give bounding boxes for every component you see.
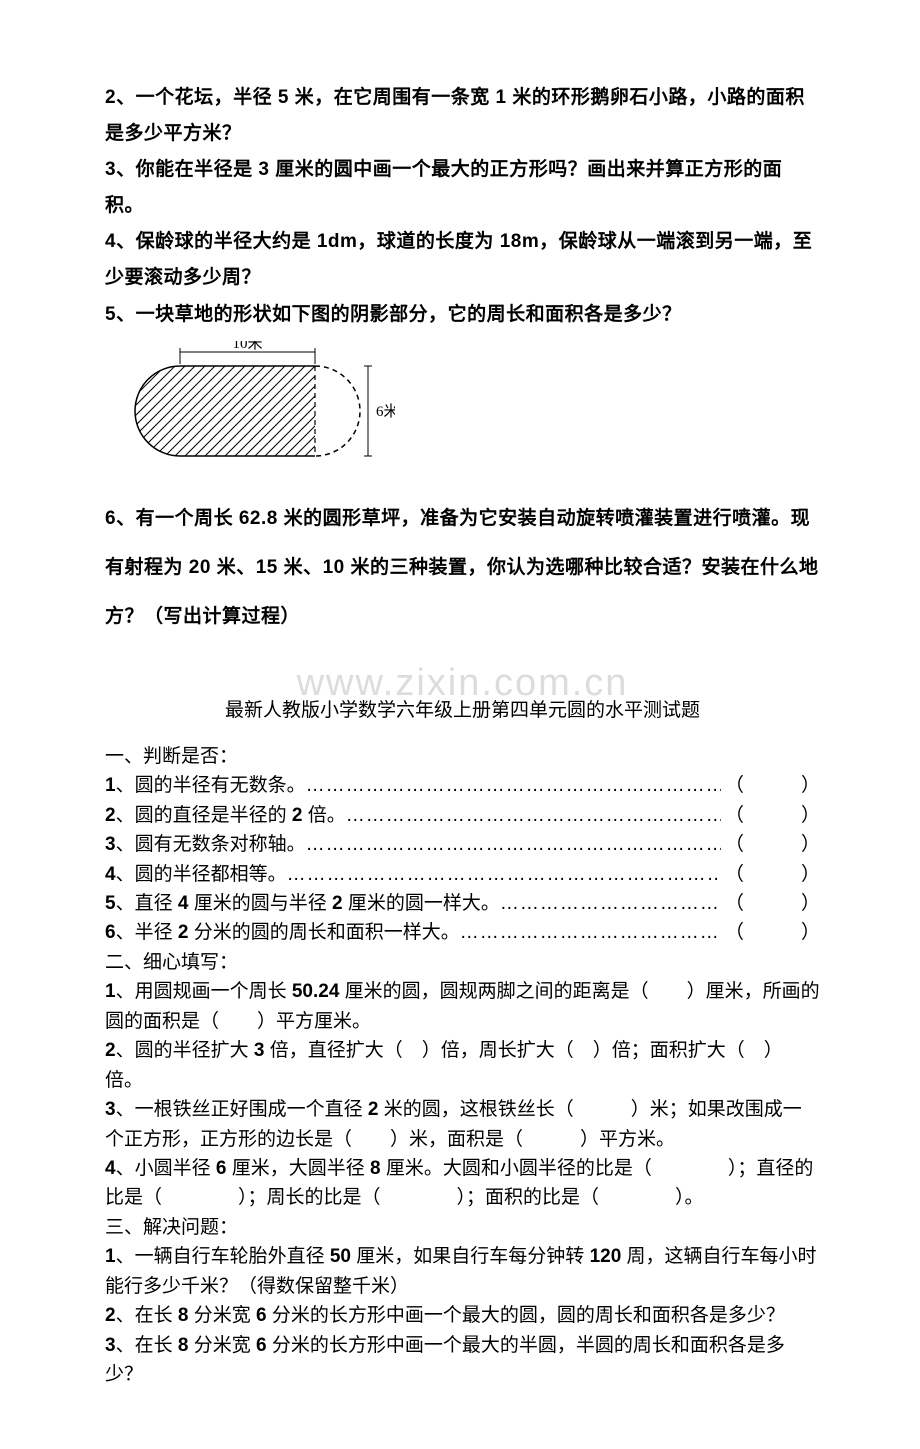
question-4: 4、保龄球的半径大约是 1dm，球道的长度为 18m，保龄球从一端滚到另一端，至… [105,224,820,296]
svg-text:10米: 10米 [232,341,262,352]
fill-4: 4、小圆半径 6 厘米，大圆半径 8 厘米。大圆和小圆半径的比是（ ）；直径的比… [105,1154,820,1213]
watermark-text: www.zixin.com.cn [105,662,820,705]
judge-item: 3、圆有无数条对称轴。………………………………………………………（ ） [105,830,820,859]
judge-item: 6、半径 2 分米的圆的周长和面积一样大。……………………………………（ ） [105,918,820,947]
fill-1: 1、用圆规画一个周长 50.24 厘米的圆，圆规两脚之间的距离是（ ）厘米，所画… [105,977,820,1036]
section-2-header: 二、细心填写： [105,948,820,977]
question-3: 3、你能在半径是 3 厘米的圆中画一个最大的正方形吗？画出来并算正方形的面积。 [105,152,820,224]
question-6: 6、有一个周长 62.8 米的圆形草坪，准备为它安装自动旋转喷灌装置进行喷灌。现… [105,494,820,642]
page: 2、一个花坛，半径 5 米，在它周围有一条宽 1 米的环形鹅卵石小路，小路的面积… [0,0,920,1449]
svg-text:6米: 6米 [376,403,395,420]
judge-list: 1、圆的半径有无数条。………………………………………………………………（ ）2、… [105,771,820,948]
question-5: 5、一块草地的形状如下图的阴影部分，它的周长和面积各是多少？ [105,297,820,333]
judge-item: 2、圆的直径是半径的 2 倍。………………………………………………………（ ） [105,801,820,830]
question-2: 2、一个花坛，半径 5 米，在它周围有一条宽 1 米的环形鹅卵石小路，小路的面积… [105,80,820,152]
judge-item: 1、圆的半径有无数条。………………………………………………………………（ ） [105,771,820,800]
solve-2: 2、在长 8 分米宽 6 分米的长方形中画一个最大的圆，圆的周长和面积各是多少？ [105,1301,820,1330]
section-1-header: 一、判断是否： [105,742,820,771]
judge-item: 4、圆的半径都相等。……………………………………………………………（ ） [105,860,820,889]
stadium-svg: 10米 6米 [125,341,395,481]
solve-1: 1、一辆自行车轮胎外直径 50 厘米，如果自行车每分钟转 120 周，这辆自行车… [105,1242,820,1301]
fill-2: 2、圆的半径扩大 3 倍，直径扩大（ ）倍，周长扩大（ ）倍；面积扩大（ ）倍。 [105,1036,820,1095]
stadium-figure: 10米 6米 [125,341,820,486]
judge-item: 5、直径 4 厘米的圆与半径 2 厘米的圆一样大。………………………………（ ） [105,889,820,918]
solve-3: 3、在长 8 分米宽 6 分米的长方形中画一个最大的半圆，半圆的周长和面积各是多… [105,1331,820,1390]
section-3-header: 三、解决问题： [105,1213,820,1242]
fill-3: 3、一根铁丝正好围成一个直径 2 米的圆，这根铁丝长（ ）米；如果改围成一个正方… [105,1095,820,1154]
